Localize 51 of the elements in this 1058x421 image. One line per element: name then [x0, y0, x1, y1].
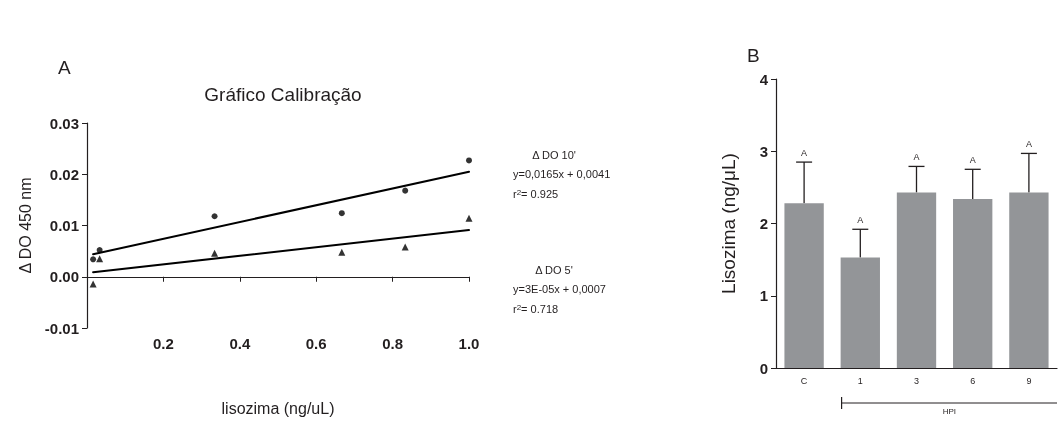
point — [211, 213, 218, 220]
bar — [1009, 192, 1049, 368]
point — [466, 157, 472, 164]
bar — [953, 198, 993, 368]
y-tick-label: 0.01 — [49, 217, 79, 234]
text: Δ DO 5' — [535, 264, 573, 276]
y-axis-title: Δ DO 450 nm — [17, 177, 35, 274]
x-tick-label: C — [800, 375, 808, 386]
x-tick-label: 0.2 — [152, 335, 174, 352]
y-tick-label: 2 — [759, 215, 768, 232]
x-tick-label: 0.6 — [305, 335, 327, 352]
x-tick-label: 1 — [857, 375, 863, 386]
x-axis-title: lisozima (ng/uL) — [221, 399, 335, 417]
text: HPI — [942, 406, 956, 416]
point — [402, 187, 409, 194]
y-axis-title: Lisozima (ng/μL) — [718, 153, 739, 294]
chart-title: Gráfico Calibração — [204, 84, 362, 105]
y-tick-label: 0 — [759, 359, 768, 377]
annotation: A — [913, 151, 920, 162]
y-tick-label: 0.02 — [49, 165, 79, 183]
x-tick-label: 0.4 — [229, 335, 251, 352]
y-tick-label: -0.01 — [44, 319, 79, 337]
text: B — [747, 45, 760, 66]
bar — [784, 203, 824, 368]
point — [401, 243, 409, 251]
x-tick-label: 1.0 — [458, 335, 480, 352]
x-tick-label: 6 — [970, 375, 976, 386]
text: y=3E-05x + 0,0007 — [513, 283, 606, 295]
y-tick-label: 4 — [759, 70, 769, 88]
x-tick-label: 3 — [913, 375, 920, 386]
point — [96, 247, 103, 254]
x-tick-label: 9 — [1026, 375, 1032, 386]
bar — [896, 192, 937, 368]
y-tick-label: 1 — [759, 287, 768, 305]
annotation: A — [1025, 138, 1032, 149]
bar — [840, 257, 880, 368]
text: Δ DO 10' — [532, 149, 576, 161]
annotation: A — [969, 154, 976, 165]
x-tick-label: 0.8 — [382, 335, 404, 352]
point — [90, 256, 97, 263]
y-tick-label: 0.00 — [49, 268, 79, 286]
y-tick-label: 0.03 — [49, 114, 79, 132]
y-tick-label: 3 — [759, 142, 768, 160]
annotation: A — [857, 214, 864, 225]
point — [465, 214, 473, 222]
point — [211, 249, 219, 257]
point — [338, 248, 346, 256]
text: y=0,0165x + 0,0041 — [513, 168, 611, 180]
text: A — [58, 57, 71, 78]
annotation: A — [801, 147, 808, 158]
point — [338, 210, 345, 217]
